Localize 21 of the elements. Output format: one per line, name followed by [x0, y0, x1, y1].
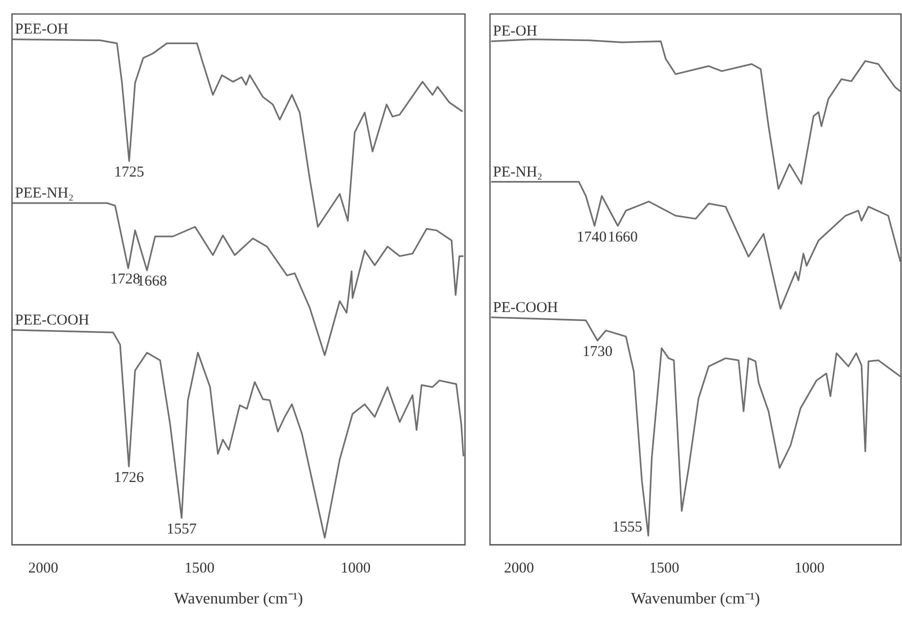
series-label: PE-COOH	[493, 300, 558, 316]
annotation: 1557	[166, 521, 198, 538]
x-tick-label: 2000	[28, 560, 58, 577]
x-tick-label: 2000	[504, 560, 534, 577]
series-label: PE-NH₂	[493, 164, 542, 180]
series-label: PE-OH	[493, 24, 538, 40]
annotation: 1660	[608, 229, 638, 246]
annotation: 1725	[114, 164, 144, 181]
annotation: 1740	[576, 229, 607, 246]
x-tick-label: 1500	[649, 560, 680, 577]
x-tick-label: 1000	[794, 560, 825, 577]
x-tick-label: 1000	[340, 560, 371, 577]
annotation: 1730	[582, 344, 612, 360]
annotation: 1726	[114, 470, 144, 486]
series-label: PEE-COOH	[15, 312, 90, 328]
annotation: 1555	[612, 520, 642, 536]
series-label: PEE-OH	[15, 22, 68, 38]
x-axis-title: Wavenumber (cm⁻¹)	[174, 590, 303, 608]
series-label: PEE-NH₂	[15, 186, 74, 202]
x-axis-title: Wavenumber (cm⁻¹)	[631, 590, 760, 608]
x-tick-label: 1500	[184, 560, 214, 577]
